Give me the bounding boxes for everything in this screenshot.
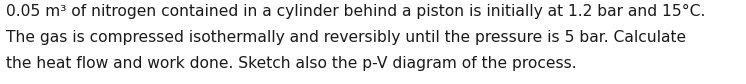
Text: 0.05 m³ of nitrogen contained in a cylinder behind a piston is initially at 1.2 : 0.05 m³ of nitrogen contained in a cylin… xyxy=(6,4,706,19)
Text: The gas is compressed isothermally and reversibly until the pressure is 5 bar. C: The gas is compressed isothermally and r… xyxy=(6,30,686,45)
Text: the heat flow and work done. Sketch also the p-V diagram of the process.: the heat flow and work done. Sketch also… xyxy=(6,56,577,71)
